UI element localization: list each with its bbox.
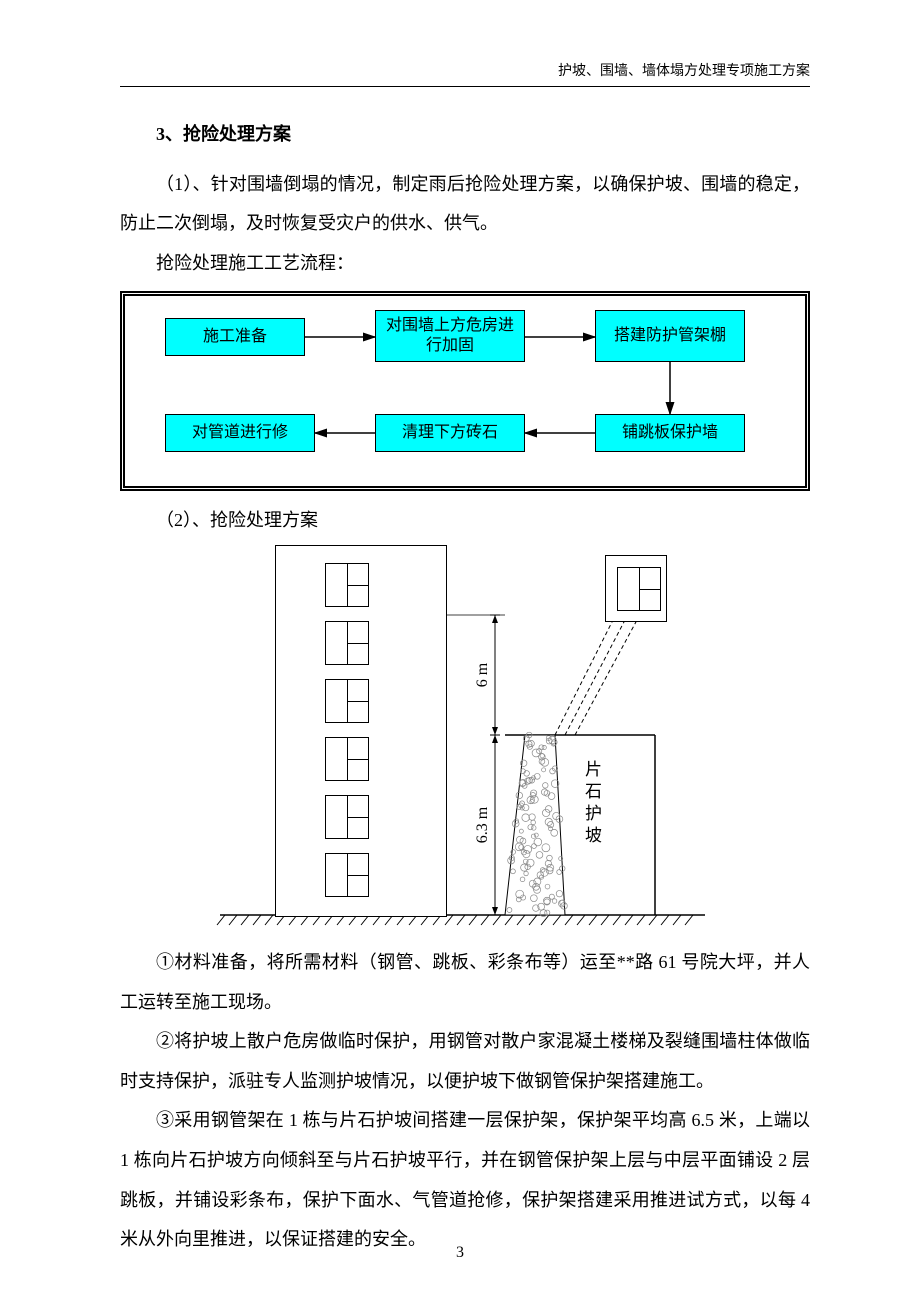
para-2-lead: （2）、抢险处理方案 xyxy=(120,501,810,541)
svg-text:坡: 坡 xyxy=(585,826,602,845)
unit-0 xyxy=(325,563,369,607)
page-number: 3 xyxy=(0,1244,920,1262)
para-p2: ②将护坡上散户危房做临时保护，用钢管对散户家混凝土楼梯及裂缝围墙柱体做临时支持保… xyxy=(120,1022,810,1101)
header-rule xyxy=(120,86,810,87)
schematic-diagram: 6 m 6.3 m 片石护坡 xyxy=(205,545,725,935)
running-header: 护坡、围墙、墙体塌方处理专项施工方案 xyxy=(120,60,810,84)
svg-text:6 m: 6 m xyxy=(474,662,491,687)
unit-5 xyxy=(325,853,369,897)
flow-label: 抢险处理施工工艺流程： xyxy=(120,244,810,284)
para-p1: ①材料准备，将所需材料（钢管、跳板、彩条布等）运至**路 61 号院大坪，并人工… xyxy=(120,943,810,1022)
flow-node-n6: 对管道进行修 xyxy=(165,414,315,452)
svg-text:片: 片 xyxy=(585,760,602,779)
svg-text:护: 护 xyxy=(585,804,602,823)
flow-node-n1: 施工准备 xyxy=(165,318,305,356)
svg-text:6.3 m: 6.3 m xyxy=(474,806,491,843)
flow-node-n3: 搭建防护管架棚 xyxy=(595,310,745,362)
flow-node-n4: 铺跳板保护墙 xyxy=(595,414,745,452)
para-p3: ③采用钢管架在 1 栋与片石护坡间搭建一层保护架，保护架平均高 6.5 米，上端… xyxy=(120,1101,810,1259)
para-1: （1）、针对围墙倒塌的情况，制定雨后抢险处理方案，以确保护坡、围墙的稳定，防止二… xyxy=(120,165,810,244)
flowchart-frame: 施工准备 对围墙上方危房进行加固 搭建防护管架棚铺跳板保护墙 清理下方砖石 对管道进行修 xyxy=(120,291,810,491)
unit-3 xyxy=(325,737,369,781)
section-heading: 3、抢险处理方案 xyxy=(120,115,810,155)
unit-1 xyxy=(325,621,369,665)
unit-4 xyxy=(325,795,369,839)
svg-text:石: 石 xyxy=(585,782,602,801)
flow-node-n5: 清理下方砖石 xyxy=(375,414,525,452)
unit-2 xyxy=(325,679,369,723)
unit-small xyxy=(617,567,661,611)
flow-node-n2: 对围墙上方危房进行加固 xyxy=(375,310,525,362)
